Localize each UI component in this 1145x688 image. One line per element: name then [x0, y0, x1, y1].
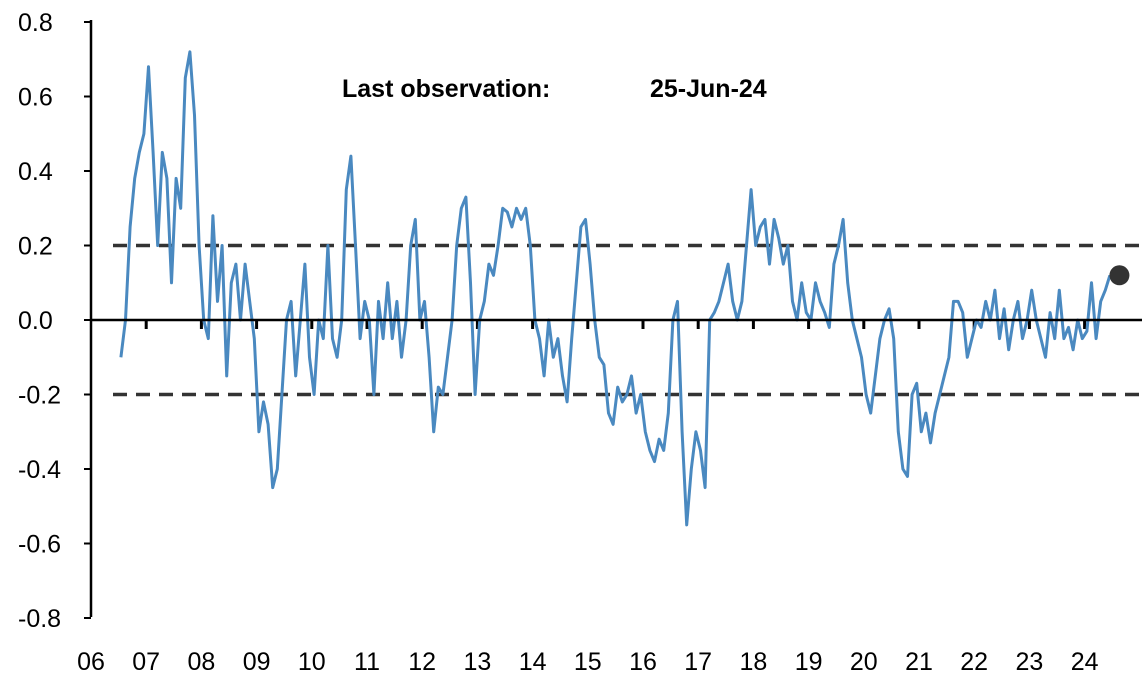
x-tick-label: 06 [77, 648, 105, 676]
x-tick-label: 18 [739, 648, 767, 676]
y-tick-label: -0.2 [18, 382, 61, 410]
series-line [119, 50, 1112, 527]
x-tick-label: 10 [298, 648, 326, 676]
x-tick-label: 21 [905, 648, 933, 676]
x-tick-label: 23 [1015, 648, 1043, 676]
x-tick-label: 24 [1071, 648, 1099, 676]
x-tick-label: 16 [629, 648, 657, 676]
y-tick-label: 0.0 [18, 307, 53, 335]
y-tick-label: 0.4 [18, 158, 53, 186]
y-tick-label: -0.4 [18, 456, 61, 484]
x-tick-label: 13 [463, 648, 491, 676]
x-tick-label: 14 [519, 648, 547, 676]
x-tick-label: 09 [243, 648, 271, 676]
x-tick-label: 15 [574, 648, 602, 676]
y-tick-label: -0.6 [18, 531, 61, 559]
axes [89, 20, 1142, 617]
y-tick-label: 0.8 [18, 9, 53, 37]
x-tick-label: 08 [187, 648, 215, 676]
x-axis-ticks: 06 07 08 09 10 11 12 13 14 15 16 17 18 19 20 21 22 23 24 [77, 320, 1099, 676]
x-tick-label: 07 [132, 648, 160, 676]
x-tick-label: 19 [795, 648, 823, 676]
series-group [119, 50, 1130, 527]
x-tick-label: 12 [408, 648, 436, 676]
y-tick-label: 0.6 [18, 84, 53, 112]
x-tick-label: 22 [960, 648, 988, 676]
annotation-value: 25-Jun-24 [650, 75, 767, 103]
x-tick-label: 17 [684, 648, 712, 676]
x-tick-label: 20 [850, 648, 878, 676]
annotation-label: Last observation: [342, 75, 550, 103]
y-axis-ticks: 0.8 0.6 0.4 0.2 0.0 -0.2 -0.4 -0.6 -0.8 [18, 9, 91, 633]
y-tick-label: 0.2 [18, 233, 53, 261]
x-tick-label: 11 [354, 648, 380, 676]
y-tick-label: -0.8 [18, 605, 61, 633]
last-observation-marker [1109, 265, 1130, 286]
